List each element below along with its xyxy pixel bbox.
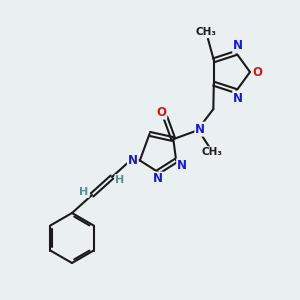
Text: N: N [233, 40, 243, 52]
Text: N: N [195, 123, 205, 136]
Text: O: O [156, 106, 166, 118]
Text: N: N [233, 92, 243, 104]
Text: N: N [153, 172, 163, 185]
Text: H: H [116, 175, 124, 185]
Text: N: N [128, 154, 138, 167]
Text: H: H [80, 187, 88, 197]
Text: CH₃: CH₃ [195, 27, 216, 37]
Text: CH₃: CH₃ [202, 147, 223, 157]
Text: O: O [252, 65, 262, 79]
Text: N: N [177, 159, 187, 172]
